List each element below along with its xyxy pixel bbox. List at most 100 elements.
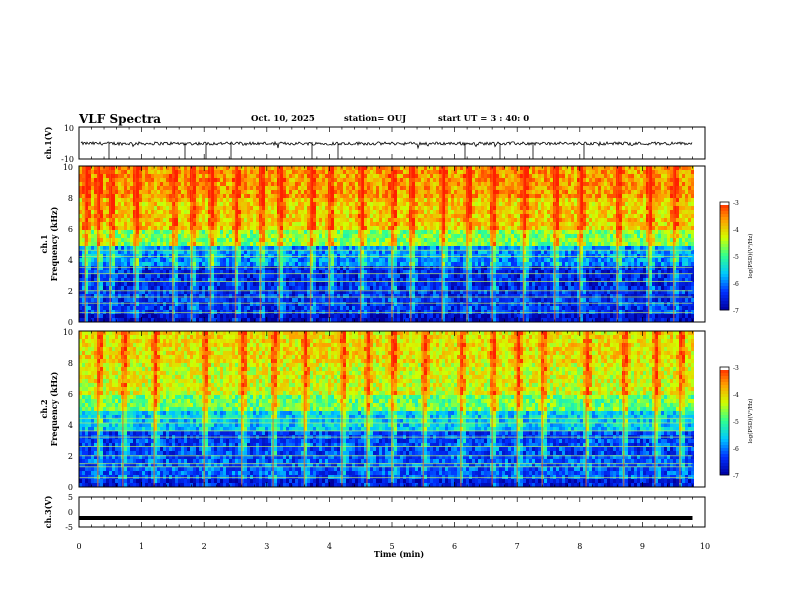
spectrogram-cell [427, 166, 430, 170]
spectrogram-cell [265, 302, 268, 306]
spectrogram-cell [367, 202, 370, 206]
spectrogram-cell [229, 170, 232, 174]
spectrogram-cell [151, 286, 154, 290]
spectrogram-cell [199, 170, 202, 174]
spectrogram-cell [424, 226, 427, 230]
spectrogram-cell [187, 194, 190, 198]
spectrogram-cell [220, 198, 223, 202]
spectrogram-cell [283, 222, 286, 226]
spectrogram-cell [385, 314, 388, 318]
spectrogram-cell [127, 194, 130, 198]
spectrogram-cell [166, 226, 169, 230]
spectrogram-cell [136, 286, 139, 290]
spectrogram-cell [253, 246, 256, 250]
spectrogram-cell [343, 302, 346, 306]
spectrogram-cell [361, 182, 364, 186]
spectrogram-cell [313, 298, 316, 302]
spectrogram-cell [352, 246, 355, 250]
spectrogram-cell [424, 222, 427, 226]
spectrogram-cell [370, 262, 373, 266]
spectrogram-cell [199, 274, 202, 278]
spectrogram-cell [256, 234, 259, 238]
spectrogram-cell [361, 186, 364, 190]
spectrogram-cell [205, 174, 208, 178]
spectrogram-cell [448, 270, 451, 274]
spectrogram-cell [331, 278, 334, 282]
spectrogram-cell [85, 234, 88, 238]
spectrogram-cell [394, 258, 397, 262]
spectrogram-cell [373, 242, 376, 246]
spectrogram-cell [406, 182, 409, 186]
spectrogram-cell [244, 318, 247, 322]
spectrogram-cell [124, 230, 127, 234]
spectrogram-cell [121, 194, 124, 198]
spectrogram-cell [379, 310, 382, 314]
spectrogram-cell [208, 178, 211, 182]
spectrogram-cell [403, 278, 406, 282]
spectrogram-cell [325, 262, 328, 266]
spectrogram-cell [412, 218, 415, 222]
spectrogram-cell [130, 314, 133, 318]
spectrogram-cell [91, 274, 94, 278]
spectrogram-cell [199, 282, 202, 286]
spectrogram-cell [85, 182, 88, 186]
spectrogram-cell [301, 170, 304, 174]
spectrogram-cell [280, 182, 283, 186]
spectrogram-cell [148, 202, 151, 206]
spectrogram-cell [361, 190, 364, 194]
spectrogram-cell [88, 234, 91, 238]
spectrogram-cell [88, 246, 91, 250]
spectrogram-cell [418, 294, 421, 298]
spectrogram-cell [397, 278, 400, 282]
spectrogram-cell [121, 198, 124, 202]
spectrogram-cell [244, 294, 247, 298]
spectrogram-cell [79, 310, 82, 314]
spectrogram-cell [289, 190, 292, 194]
spectrogram-cell [418, 262, 421, 266]
spectrogram-cell [352, 314, 355, 318]
spectrogram-cell [379, 262, 382, 266]
spectrogram-cell [433, 226, 436, 230]
spectrogram-cell [379, 218, 382, 222]
spectrogram-cell [454, 194, 457, 198]
spectrogram-cell [211, 166, 214, 170]
spectrogram-cell [433, 306, 436, 310]
spectrogram-cell [256, 306, 259, 310]
spectrogram-cell [214, 306, 217, 310]
spectrogram-cell [100, 230, 103, 234]
spectrogram-cell [307, 206, 310, 210]
spectrogram-cell [253, 194, 256, 198]
spectrogram-cell [244, 178, 247, 182]
spectrogram-cell [298, 202, 301, 206]
spectrogram-cell [313, 186, 316, 190]
spectrogram-cell [367, 222, 370, 226]
spectrogram-cell [451, 310, 454, 314]
spectrogram-cell [148, 286, 151, 290]
spectrogram-cell [142, 178, 145, 182]
spectrogram-cell [79, 170, 82, 174]
spectrogram-cell [394, 310, 397, 314]
spectrogram-cell [130, 242, 133, 246]
spectrogram-cell [316, 170, 319, 174]
spectrogram-cell [397, 190, 400, 194]
spectrogram-cell [82, 198, 85, 202]
spectrogram-cell [265, 290, 268, 294]
spectrogram-cell [379, 190, 382, 194]
spectrogram-cell [319, 198, 322, 202]
spectrogram-cell [292, 306, 295, 310]
spectrogram-cell [79, 282, 82, 286]
spectrogram-cell [316, 290, 319, 294]
spectrogram-cell [403, 250, 406, 254]
spectrogram-cell [253, 298, 256, 302]
spectrogram-cell [118, 194, 121, 198]
spectrogram-cell [286, 314, 289, 318]
spectrogram-cell [412, 310, 415, 314]
spectrogram-cell [424, 318, 427, 322]
spectrogram-cell [304, 282, 307, 286]
spectrogram-cell [403, 210, 406, 214]
spectrogram-cell [433, 246, 436, 250]
spectrogram-cell [127, 270, 130, 274]
spectrogram-cell [304, 274, 307, 278]
spectrogram-cell [157, 314, 160, 318]
spectrogram-cell [370, 214, 373, 218]
